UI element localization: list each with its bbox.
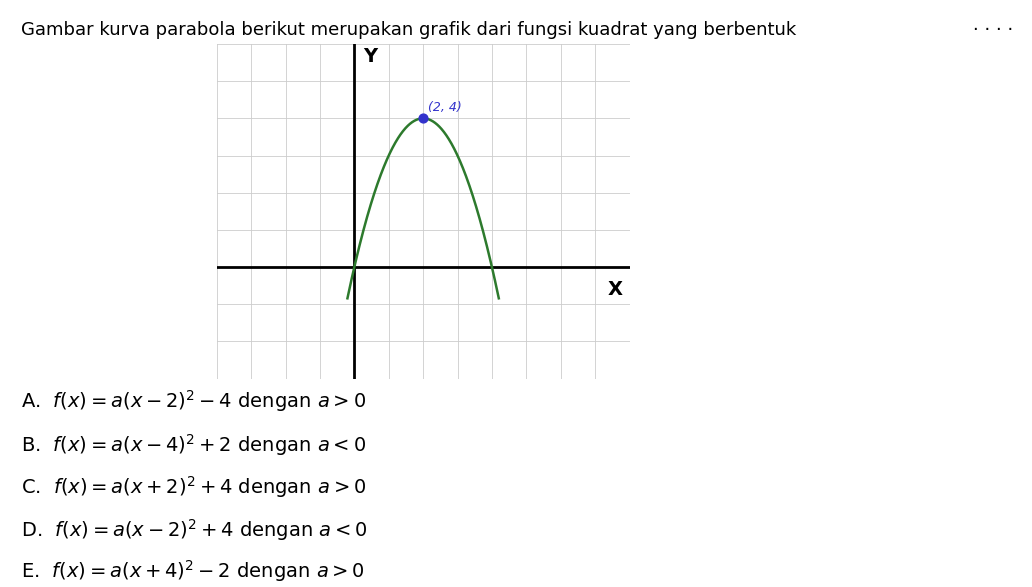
Text: B.  $f(x) = a(x - 4)^2 + 2$ dengan $a < 0$: B. $f(x) = a(x - 4)^2 + 2$ dengan $a < 0… bbox=[21, 432, 365, 458]
Text: · · · ·: · · · · bbox=[973, 21, 1013, 39]
Text: C.  $f(x) = a(x + 2)^2 + 4$ dengan $a > 0$: C. $f(x) = a(x + 2)^2 + 4$ dengan $a > 0… bbox=[21, 474, 366, 500]
Text: X: X bbox=[608, 280, 622, 299]
Text: Y: Y bbox=[363, 47, 377, 66]
Text: E.  $f(x) = a(x + 4)^2 - 2$ dengan $a > 0$: E. $f(x) = a(x + 4)^2 - 2$ dengan $a > 0… bbox=[21, 558, 364, 584]
Point bbox=[415, 114, 431, 123]
Text: (2, 4): (2, 4) bbox=[428, 101, 462, 114]
Text: A.  $f(x) = a(x - 2)^2 - 4$ dengan $a > 0$: A. $f(x) = a(x - 2)^2 - 4$ dengan $a > 0… bbox=[21, 388, 365, 414]
Text: Gambar kurva parabola berikut merupakan grafik dari fungsi kuadrat yang berbentu: Gambar kurva parabola berikut merupakan … bbox=[21, 21, 796, 39]
Text: D.  $f(x) = a(x - 2)^2 + 4$ dengan $a < 0$: D. $f(x) = a(x - 2)^2 + 4$ dengan $a < 0… bbox=[21, 517, 367, 543]
